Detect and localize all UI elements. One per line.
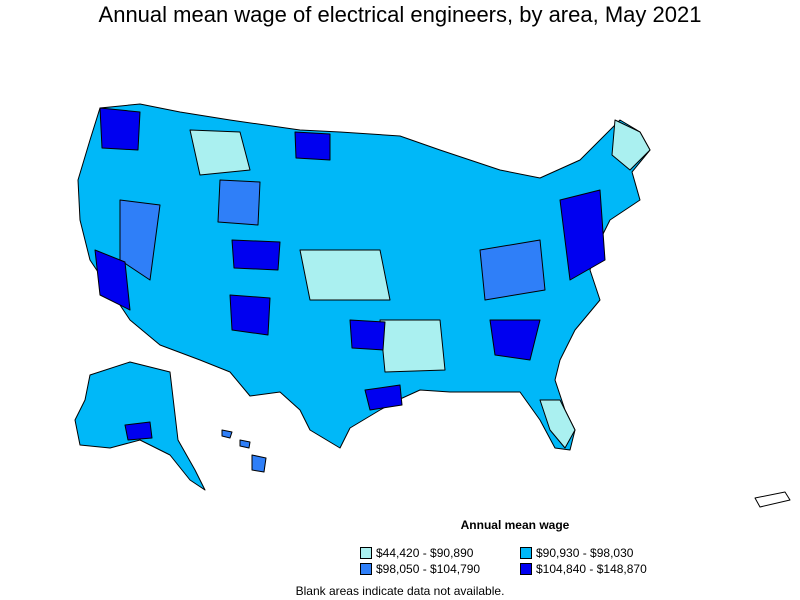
region-low-wage-florida	[539, 399, 576, 449]
legend-item: $98,050 - $104,790	[360, 562, 480, 576]
region-mid-wage-wyoming	[217, 179, 261, 226]
region-high-wage-southeast	[489, 319, 541, 361]
legend-label: $104,840 - $148,870	[536, 562, 647, 576]
legend-swatch	[520, 547, 532, 559]
footnote: Blank areas indicate data not available.	[295, 584, 505, 598]
region-high-wage-colorado	[231, 239, 281, 271]
region-low-wage-plains	[299, 249, 391, 301]
hawaii-region	[239, 439, 251, 449]
region-low-wage-maine	[611, 119, 651, 171]
region-high-wage-gulf	[364, 384, 403, 411]
legend-label: $90,930 - $98,030	[536, 546, 634, 560]
legend-swatch	[360, 547, 372, 559]
legend-swatch	[520, 563, 532, 575]
legend-label: $44,420 - $90,890	[376, 546, 474, 560]
region-high-wage-california	[94, 249, 131, 311]
puerto-rico-region	[754, 491, 791, 508]
region-mid-wage-nevada	[119, 199, 161, 281]
region-high-wage-new-mexico	[229, 294, 271, 336]
region-high-wage-north-dakota	[294, 131, 331, 161]
legend-item: $104,840 - $148,870	[520, 562, 647, 576]
legend-item: $44,420 - $90,890	[360, 546, 473, 560]
legend-swatch	[360, 563, 372, 575]
region-high-wage-texas	[349, 319, 386, 351]
hawaii-region	[251, 454, 267, 473]
map-title: Annual mean wage of electrical engineers…	[98, 2, 702, 27]
region-low-wage-north	[189, 129, 251, 176]
region-high-wage-northeast	[559, 189, 606, 281]
legend-label: $98,050 - $104,790	[376, 562, 481, 576]
legend-title: Annual mean wage	[460, 518, 570, 532]
region-high-wage-alaska	[124, 421, 153, 441]
hawaii-region	[221, 429, 233, 439]
region-low-wage-south	[379, 319, 446, 373]
region-mid-wage-east	[479, 239, 546, 301]
legend-item: $90,930 - $98,030	[520, 546, 633, 560]
region-high-wage-pacific-nw	[99, 107, 141, 151]
